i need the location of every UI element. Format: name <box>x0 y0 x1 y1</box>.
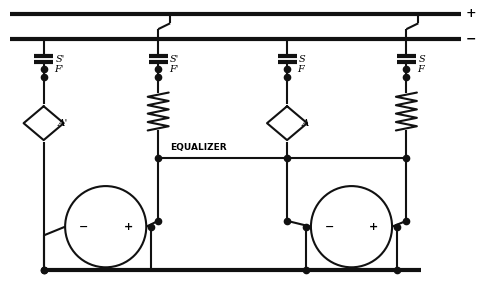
Text: EQUALIZER: EQUALIZER <box>170 143 227 152</box>
Text: +: + <box>369 222 378 232</box>
Text: +: + <box>123 222 132 232</box>
Text: −: − <box>79 222 88 232</box>
Text: S': S' <box>56 54 65 64</box>
Text: A: A <box>301 119 309 128</box>
Text: S: S <box>418 54 425 64</box>
Text: F': F' <box>54 65 63 74</box>
Text: −: − <box>466 32 477 45</box>
Text: F: F <box>298 65 304 74</box>
Text: F: F <box>417 65 424 74</box>
Text: −: − <box>324 222 334 232</box>
Text: A': A' <box>58 119 68 128</box>
Text: +: + <box>466 7 477 20</box>
Text: S': S' <box>170 54 180 64</box>
Text: F': F' <box>168 65 178 74</box>
Text: S: S <box>299 54 306 64</box>
